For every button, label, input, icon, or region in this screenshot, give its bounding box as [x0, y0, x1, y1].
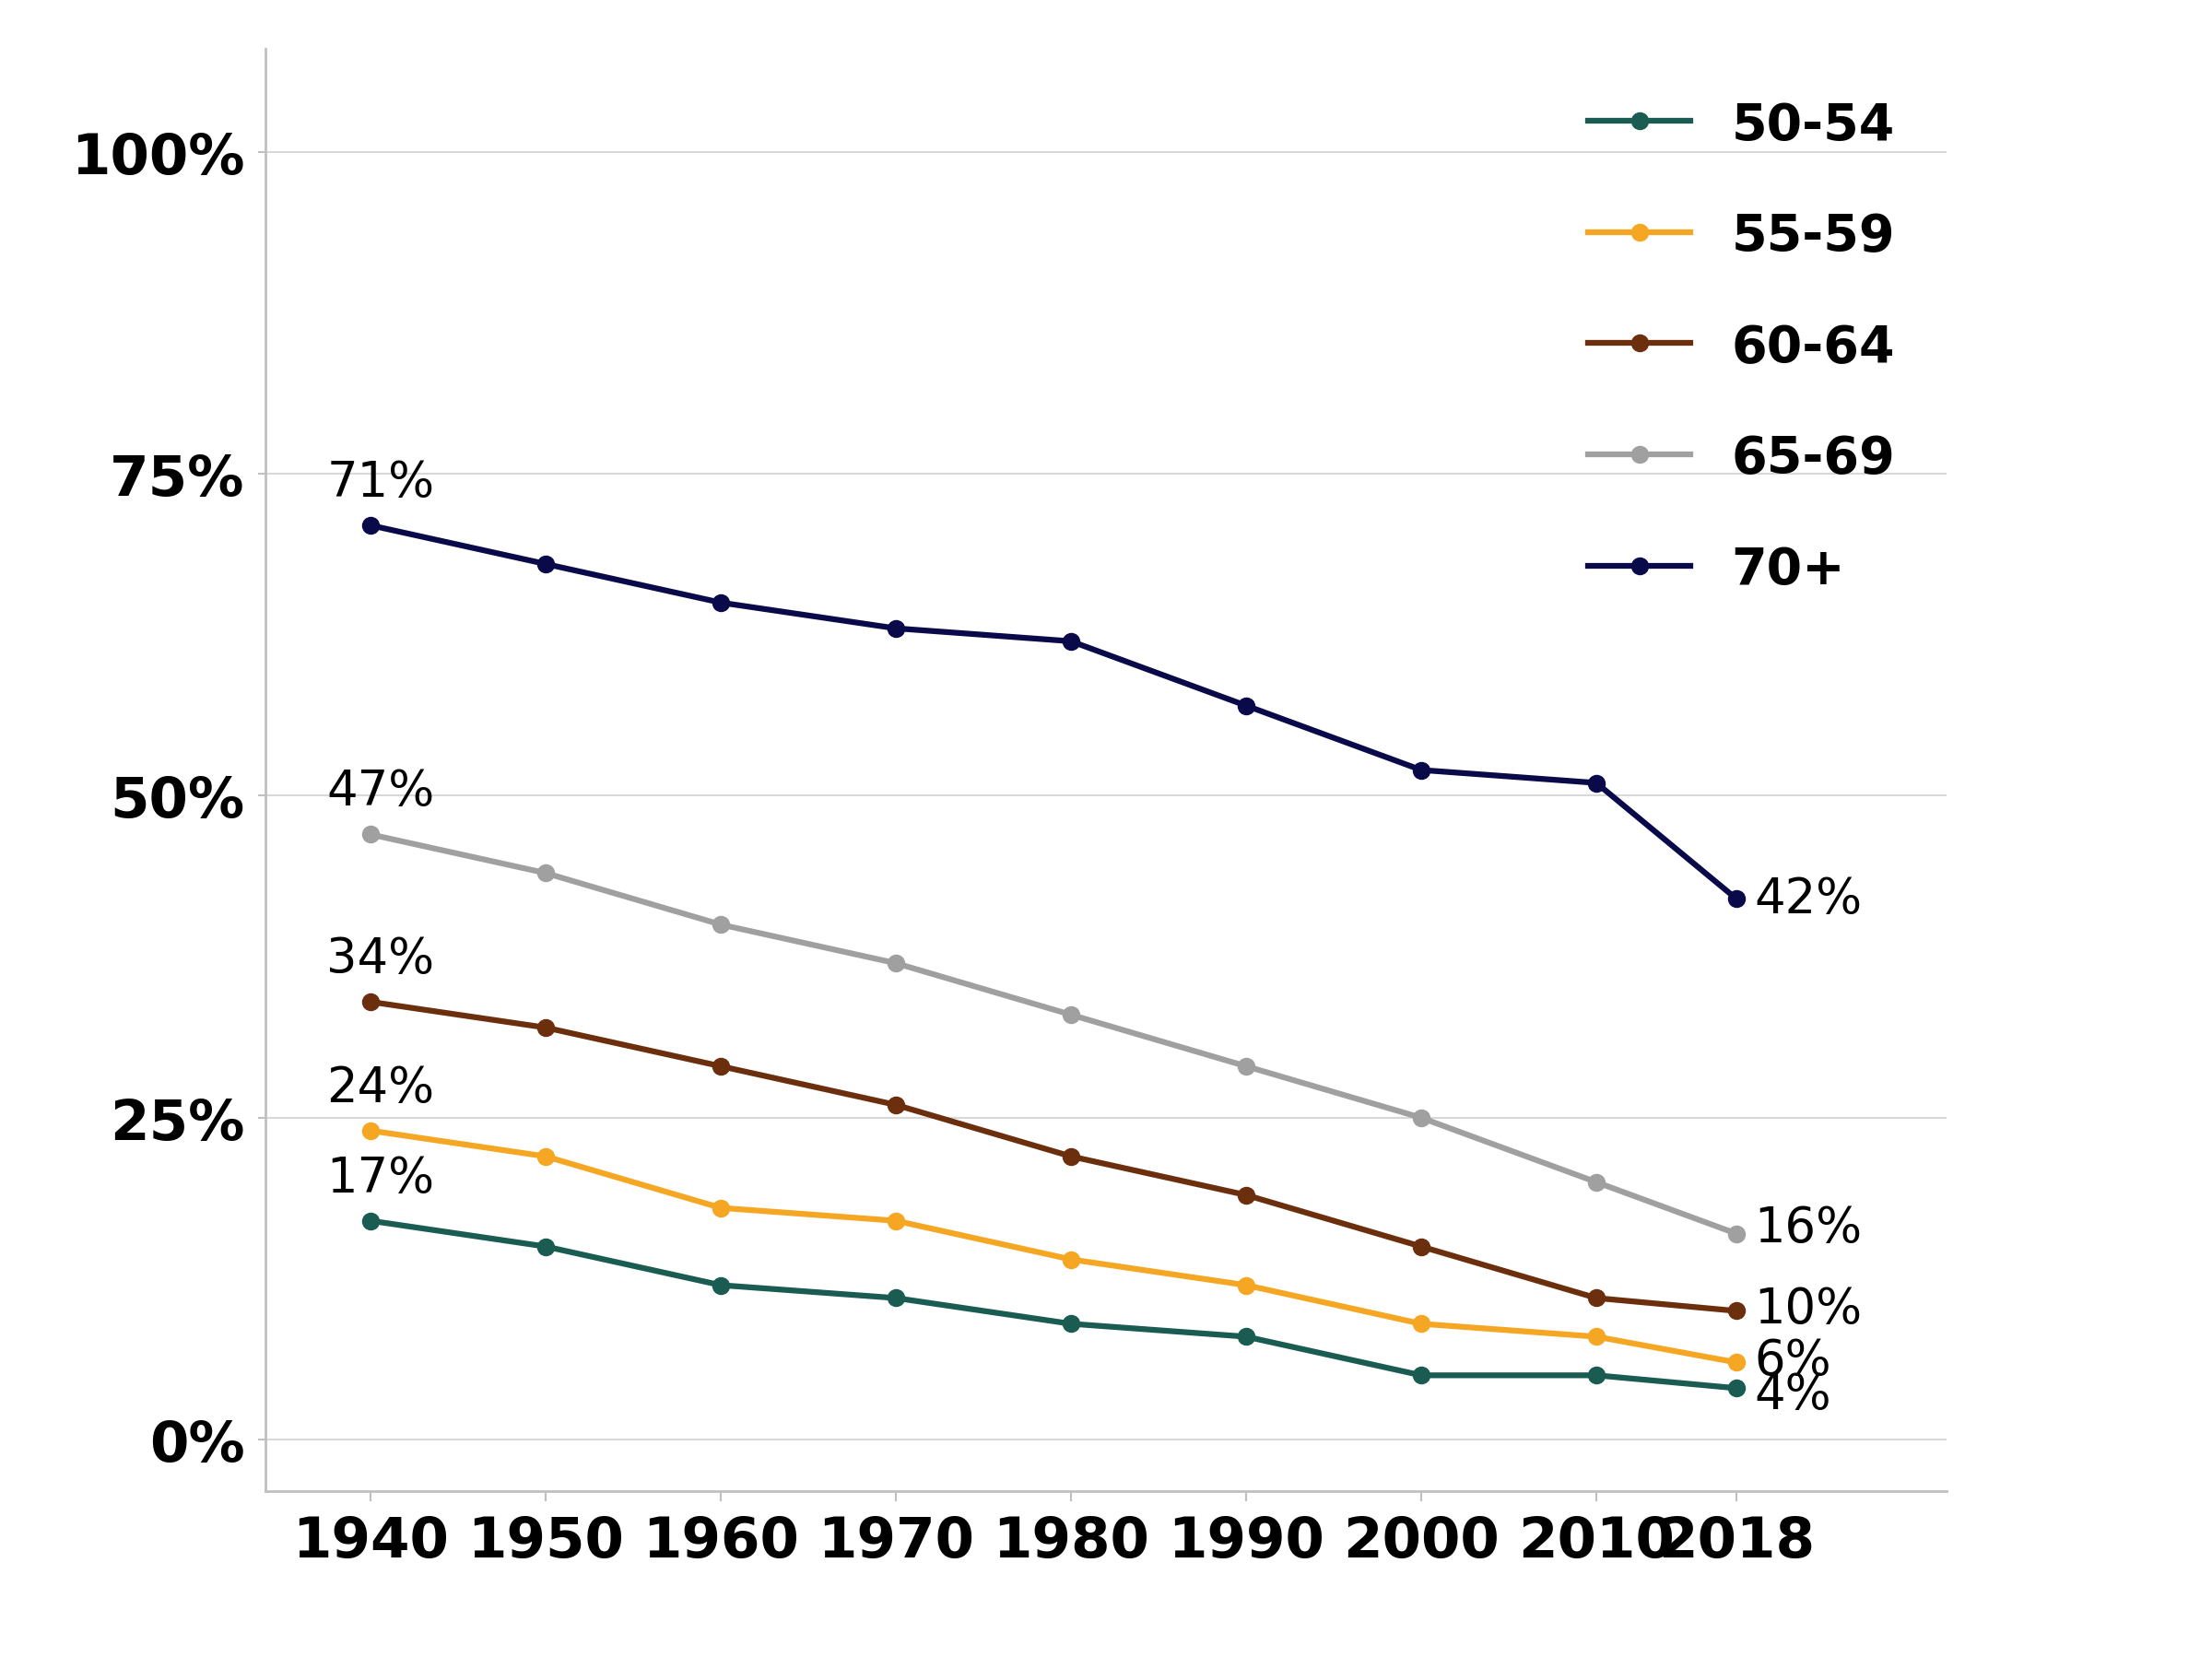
Line: 55-59: 55-59: [363, 1122, 1745, 1370]
65-69: [708, 915, 734, 935]
Line: 70+: 70+: [363, 517, 1745, 908]
60-64: [1584, 1287, 1610, 1307]
60-64: [1723, 1301, 1750, 1321]
Text: 34%: 34%: [327, 935, 436, 983]
50-54: [883, 1287, 909, 1307]
70+: [1232, 696, 1259, 716]
70+: [1584, 774, 1610, 794]
65-69: [1057, 1006, 1084, 1026]
50-54: [708, 1276, 734, 1296]
Text: 17%: 17%: [327, 1153, 436, 1201]
Text: 4%: 4%: [1754, 1370, 1832, 1418]
50-54: [358, 1211, 385, 1231]
65-69: [358, 825, 385, 845]
65-69: [1723, 1225, 1750, 1244]
55-59: [1232, 1276, 1259, 1296]
50-54: [1584, 1365, 1610, 1385]
55-59: [708, 1198, 734, 1218]
70+: [358, 515, 385, 535]
50-54: [1723, 1379, 1750, 1399]
55-59: [533, 1147, 560, 1167]
55-59: [1584, 1327, 1610, 1347]
Text: 10%: 10%: [1754, 1284, 1863, 1332]
55-59: [1057, 1249, 1084, 1269]
Line: 60-64: 60-64: [363, 994, 1745, 1319]
Text: 6%: 6%: [1754, 1336, 1832, 1384]
70+: [708, 593, 734, 613]
65-69: [533, 863, 560, 883]
Legend: 50-54, 55-59, 60-64, 65-69, 70+: 50-54, 55-59, 60-64, 65-69, 70+: [1562, 75, 1920, 621]
Text: 71%: 71%: [327, 459, 436, 507]
65-69: [1409, 1109, 1436, 1128]
70+: [533, 555, 560, 575]
50-54: [1409, 1365, 1436, 1385]
70+: [1409, 761, 1436, 780]
60-64: [708, 1057, 734, 1077]
60-64: [358, 993, 385, 1012]
55-59: [1409, 1314, 1436, 1334]
60-64: [883, 1095, 909, 1115]
60-64: [1409, 1236, 1436, 1256]
70+: [1723, 890, 1750, 910]
50-54: [1232, 1327, 1259, 1347]
50-54: [533, 1236, 560, 1256]
Text: 16%: 16%: [1754, 1203, 1863, 1251]
65-69: [883, 954, 909, 974]
Line: 65-69: 65-69: [363, 827, 1745, 1243]
60-64: [1057, 1147, 1084, 1167]
55-59: [1723, 1352, 1750, 1372]
65-69: [1584, 1173, 1610, 1193]
Line: 50-54: 50-54: [363, 1213, 1745, 1397]
Text: 24%: 24%: [327, 1064, 436, 1112]
70+: [1057, 631, 1084, 651]
60-64: [533, 1017, 560, 1037]
55-59: [883, 1211, 909, 1231]
70+: [883, 620, 909, 640]
Text: 42%: 42%: [1754, 875, 1863, 923]
55-59: [358, 1120, 385, 1140]
50-54: [1057, 1314, 1084, 1334]
65-69: [1232, 1057, 1259, 1077]
Text: 47%: 47%: [327, 767, 436, 815]
60-64: [1232, 1185, 1259, 1205]
